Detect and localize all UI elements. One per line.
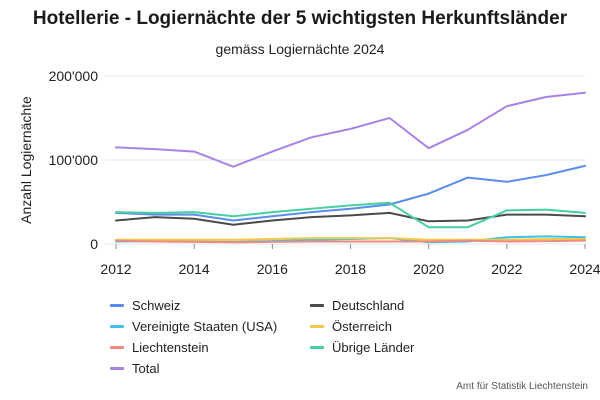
legend-swatch [110, 346, 124, 349]
legend-label: Liechtenstein [132, 340, 209, 355]
legend-label: Vereinigte Staaten (USA) [132, 319, 278, 334]
series-line-osterreich [115, 237, 586, 241]
x-tick-label: 2014 [179, 261, 210, 277]
source-note: Amt für Statistik Liechtenstein [456, 381, 588, 392]
legend-item: Liechtenstein [110, 340, 209, 355]
legend-label: Deutschland [332, 298, 405, 313]
axis-layer: 0 100'000 200'000 2012 2014 2016 2018 2020 2022 2… [49, 68, 600, 277]
legend-swatch [310, 304, 324, 307]
legend-item: Schweiz [110, 298, 180, 313]
x-tick-label: 2022 [491, 261, 522, 277]
legend-item: Österreich [310, 319, 392, 334]
grid-layer [105, 75, 585, 245]
legend-item: Vereinigte Staaten (USA) [110, 319, 277, 334]
chart-title: Hotellerie - Logiernächte der 5 wichtigs… [32, 8, 568, 29]
x-tick-label: 2020 [413, 261, 444, 277]
y-tick-label: 200'000 [49, 68, 99, 84]
series-layer [115, 91, 586, 244]
legend-swatch [310, 346, 324, 349]
legend-label: Übrige Länder [332, 340, 415, 355]
series-line-deutschland [115, 211, 586, 226]
legend-swatch [310, 325, 324, 328]
legend-label: Total [132, 361, 160, 376]
legend-swatch [110, 367, 124, 370]
series-line-ubrige-lander [115, 201, 586, 229]
series-line-schweiz [115, 164, 586, 222]
legend-label: Schweiz [132, 298, 181, 313]
y-axis-label: Anzahl Logiernächte [18, 96, 34, 224]
chart-subtitle: gemäss Logiernächte 2024 [215, 41, 385, 57]
x-tick-label: 2018 [335, 261, 366, 277]
legend-item: Übrige Länder [310, 340, 414, 355]
legend-label: Österreich [332, 319, 392, 334]
x-tick-label: 2024 [569, 261, 600, 277]
legend-item: Total [110, 361, 159, 376]
y-tick-label: 100'000 [49, 152, 99, 168]
x-tick-label: 2012 [100, 261, 131, 277]
y-tick-label: 0 [90, 236, 98, 252]
legend-item: Deutschland [310, 298, 404, 313]
series-line-total [115, 91, 586, 168]
legend-swatch [110, 325, 124, 328]
series-line-liechtenstein [115, 239, 586, 244]
legend-swatch [110, 304, 124, 307]
x-tick-label: 2016 [257, 261, 288, 277]
